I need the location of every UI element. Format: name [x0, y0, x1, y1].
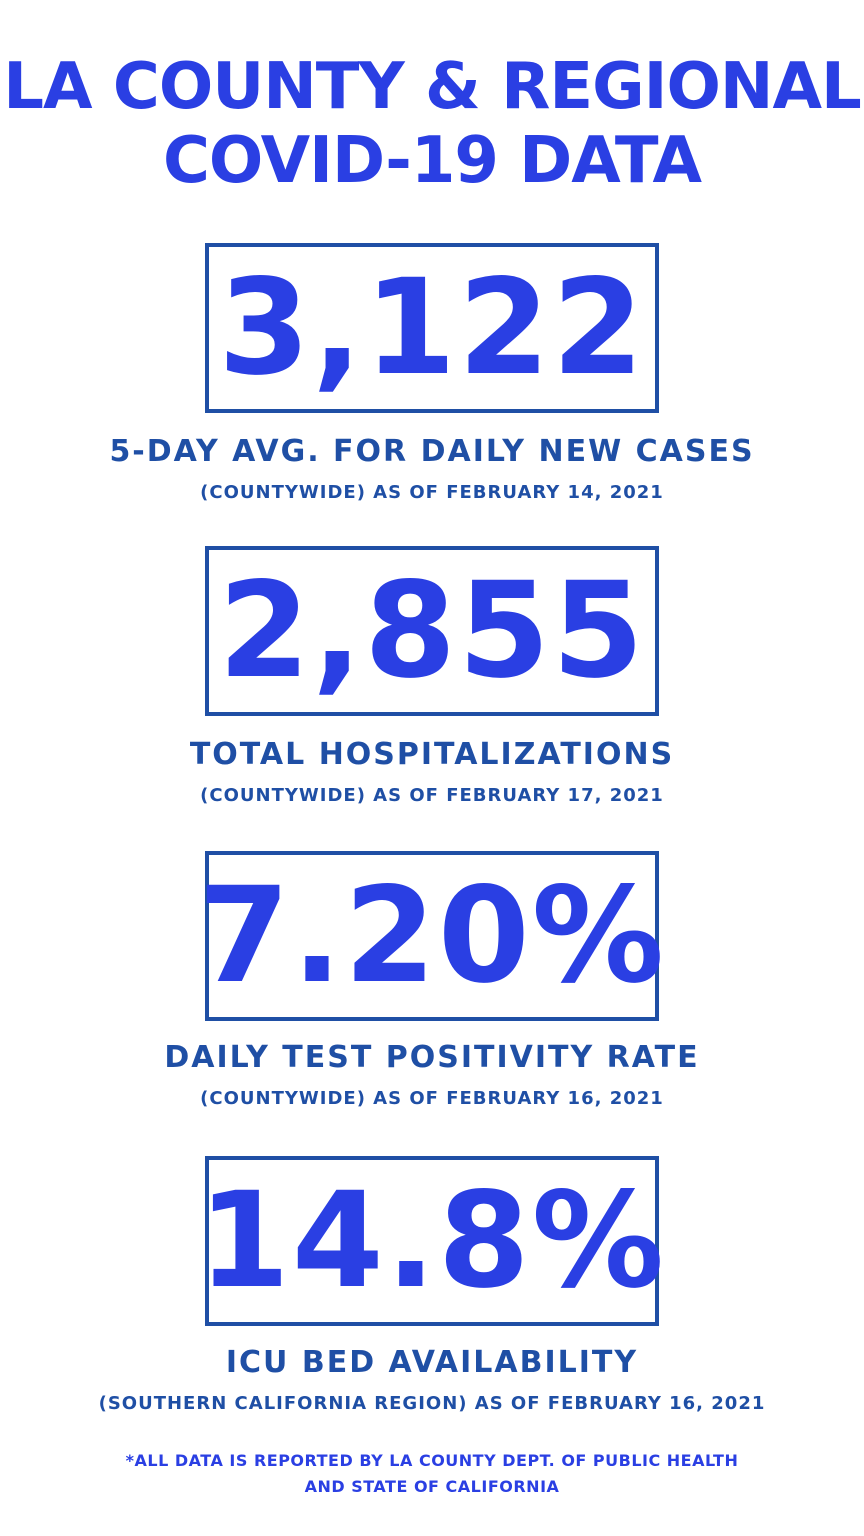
icu-label: ICU BED AVAILABILITY: [225, 1345, 639, 1380]
positivity-label: DAILY TEST POSITIVITY RATE: [164, 1040, 700, 1075]
source-footnote: *ALL DATA IS REPORTED BY LA COUNTY DEPT.…: [0, 1448, 864, 1500]
footnote-line-1: *ALL DATA IS REPORTED BY LA COUNTY DEPT.…: [125, 1451, 739, 1470]
hospitalizations-label: TOTAL HOSPITALIZATIONS: [189, 737, 675, 772]
new-cases-label: 5-DAY AVG. FOR DAILY NEW CASES: [109, 434, 755, 469]
new-cases-box: 3,122: [205, 243, 659, 413]
positivity-value: 7.20%: [198, 859, 666, 1013]
icu-box: 14.8%: [198, 1156, 664, 1326]
hospitalizations-date: (COUNTYWIDE) AS OF FEBRUARY 17, 2021: [200, 785, 664, 806]
new-cases-value: 3,122: [218, 251, 646, 405]
page-title-line-1: LA COUNTY & REGIONAL: [3, 50, 862, 124]
new-cases-date: (COUNTYWIDE) AS OF FEBRUARY 14, 2021: [200, 482, 664, 503]
icu-value: 14.8%: [198, 1164, 666, 1318]
page-title-line-2: COVID-19 DATA: [162, 124, 702, 198]
footnote-line-2: AND STATE OF CALIFORNIA: [304, 1477, 560, 1496]
positivity-date: (COUNTYWIDE) AS OF FEBRUARY 16, 2021: [200, 1088, 664, 1109]
page-title: LA COUNTY & REGIONAL COVID-19 DATA: [0, 50, 864, 198]
hospitalizations-value: 2,855: [218, 554, 646, 708]
positivity-box: 7.20%: [198, 851, 664, 1021]
hospitalizations-box: 2,855: [205, 546, 659, 716]
icu-date: (SOUTHERN CALIFORNIA REGION) AS OF FEBRU…: [98, 1393, 766, 1414]
